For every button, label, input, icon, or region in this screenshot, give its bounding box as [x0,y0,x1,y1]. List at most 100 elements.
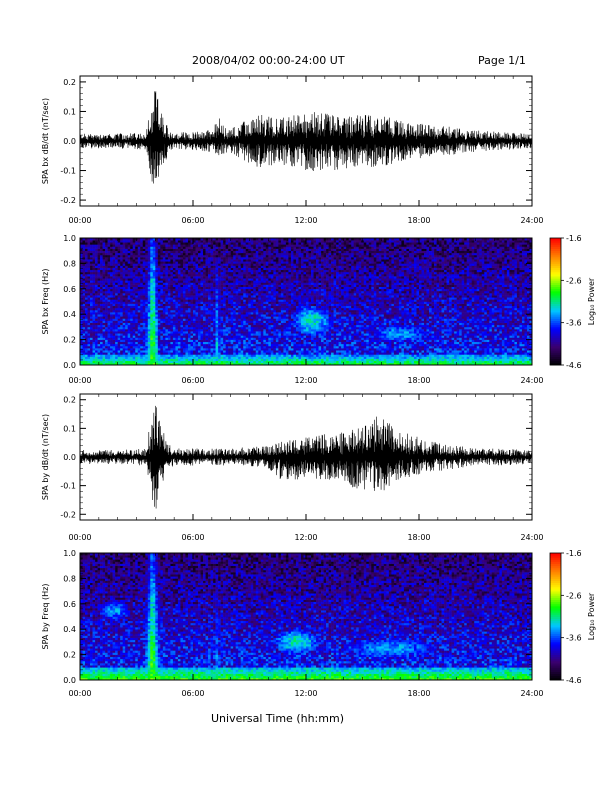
heatmap-cell [108,352,111,354]
heatmap-cell [218,310,221,312]
heatmap-cell [163,261,166,263]
heatmap-cell [248,352,251,354]
heatmap-cell [185,312,188,314]
heatmap-cell [150,289,153,291]
heatmap-cell [123,242,126,244]
heatmap-cell [163,357,166,359]
heatmap-cell [216,348,219,350]
heatmap-cell [110,359,113,361]
heatmap-cell [173,282,176,284]
heatmap-cell [155,244,158,246]
heatmap-cell [135,354,138,356]
heatmap-cell [276,291,279,293]
heatmap-cell [251,310,254,312]
heatmap-cell [226,249,229,251]
heatmap-cell [98,263,101,265]
heatmap-cell [175,308,178,310]
heatmap-cell [268,359,271,361]
heatmap-cell [165,240,168,242]
heatmap-cell [120,280,123,282]
heatmap-cell [258,342,261,344]
heatmap-cell [213,257,216,259]
heatmap-cell [125,266,128,268]
heatmap-cell [90,321,93,323]
heatmap-cell [140,357,143,359]
heatmap-cell [130,240,133,242]
heatmap-cell [188,321,191,323]
heatmap-cell [266,249,269,251]
heatmap-cell [281,255,284,257]
heatmap-cell [226,342,229,344]
heatmap-cell [268,344,271,346]
heatmap-cell [183,246,186,248]
heatmap-cell [180,316,183,318]
heatmap-cell [95,295,98,297]
heatmap-cell [271,268,274,270]
heatmap-cell [98,337,101,339]
heatmap-cell [160,251,163,253]
heatmap-cell [185,293,188,295]
heatmap-cell [105,325,108,327]
heatmap-cell [206,327,209,329]
heatmap-cell [258,352,261,354]
heatmap-cell [95,291,98,293]
heatmap-cell [88,272,91,274]
heatmap-cell [281,249,284,251]
heatmap-cell [143,321,146,323]
heatmap-cell [248,302,251,304]
heatmap-cell [281,333,284,335]
heatmap-cell [223,249,226,251]
heatmap-cell [178,259,181,261]
heatmap-cell [120,295,123,297]
heatmap-cell [276,312,279,314]
heatmap-cell [160,278,163,280]
heatmap-cell [173,344,176,346]
heatmap-cell [213,285,216,287]
heatmap-cell [256,306,259,308]
heatmap-cell [251,337,254,339]
heatmap-cell [153,354,156,356]
heatmap-cell [140,352,143,354]
heatmap-cell [201,348,204,350]
heatmap-cell [105,318,108,320]
heatmap-cell [188,246,191,248]
heatmap-cell [153,314,156,316]
heatmap-cell [188,348,191,350]
heatmap-cell [226,329,229,331]
heatmap-cell [158,327,161,329]
heatmap-cell [85,316,88,318]
heatmap-cell [100,329,103,331]
heatmap-cell [278,287,281,289]
heatmap-cell [108,327,111,329]
heatmap-cell [188,333,191,335]
heatmap-cell [90,337,93,339]
heatmap-cell [213,287,216,289]
heatmap-cell [180,340,183,342]
heatmap-cell [193,321,196,323]
heatmap-cell [160,253,163,255]
heatmap-cell [115,314,118,316]
heatmap-cell [223,321,226,323]
heatmap-cell [108,304,111,306]
heatmap-cell [263,335,266,337]
heatmap-cell [276,272,279,274]
heatmap-cell [143,249,146,251]
heatmap-cell [221,299,224,301]
heatmap-cell [261,278,264,280]
heatmap-cell [138,295,141,297]
heatmap-cell [83,249,86,251]
heatmap-cell [258,240,261,242]
heatmap-cell [248,318,251,320]
heatmap-cell [95,240,98,242]
heatmap-cell [118,274,121,276]
heatmap-cell [266,302,269,304]
heatmap-cell [278,257,281,259]
heatmap-cell [103,282,106,284]
heatmap-cell [88,361,91,363]
heatmap-cell [150,299,153,301]
heatmap-cell [138,354,141,356]
heatmap-cell [180,335,183,337]
heatmap-cell [185,310,188,312]
heatmap-cell [271,274,274,276]
heatmap-cell [140,335,143,337]
